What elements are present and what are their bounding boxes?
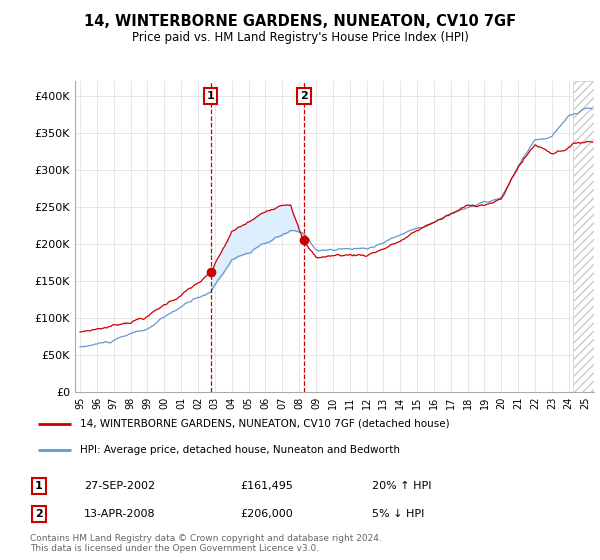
Text: 2: 2 bbox=[35, 509, 43, 519]
Text: 13-APR-2008: 13-APR-2008 bbox=[84, 509, 155, 519]
Text: 5% ↓ HPI: 5% ↓ HPI bbox=[372, 509, 424, 519]
Text: 14, WINTERBORNE GARDENS, NUNEATON, CV10 7GF: 14, WINTERBORNE GARDENS, NUNEATON, CV10 … bbox=[84, 14, 516, 29]
Text: £206,000: £206,000 bbox=[240, 509, 293, 519]
Text: 2: 2 bbox=[300, 91, 308, 101]
Text: 1: 1 bbox=[207, 91, 215, 101]
Text: HPI: Average price, detached house, Nuneaton and Bedworth: HPI: Average price, detached house, Nune… bbox=[80, 445, 400, 455]
Text: Contains HM Land Registry data © Crown copyright and database right 2024.
This d: Contains HM Land Registry data © Crown c… bbox=[30, 534, 382, 553]
Text: 27-SEP-2002: 27-SEP-2002 bbox=[84, 481, 155, 491]
Text: Price paid vs. HM Land Registry's House Price Index (HPI): Price paid vs. HM Land Registry's House … bbox=[131, 31, 469, 44]
Text: £161,495: £161,495 bbox=[240, 481, 293, 491]
Text: 1: 1 bbox=[35, 481, 43, 491]
Text: 20% ↑ HPI: 20% ↑ HPI bbox=[372, 481, 431, 491]
Text: 14, WINTERBORNE GARDENS, NUNEATON, CV10 7GF (detached house): 14, WINTERBORNE GARDENS, NUNEATON, CV10 … bbox=[80, 419, 449, 429]
